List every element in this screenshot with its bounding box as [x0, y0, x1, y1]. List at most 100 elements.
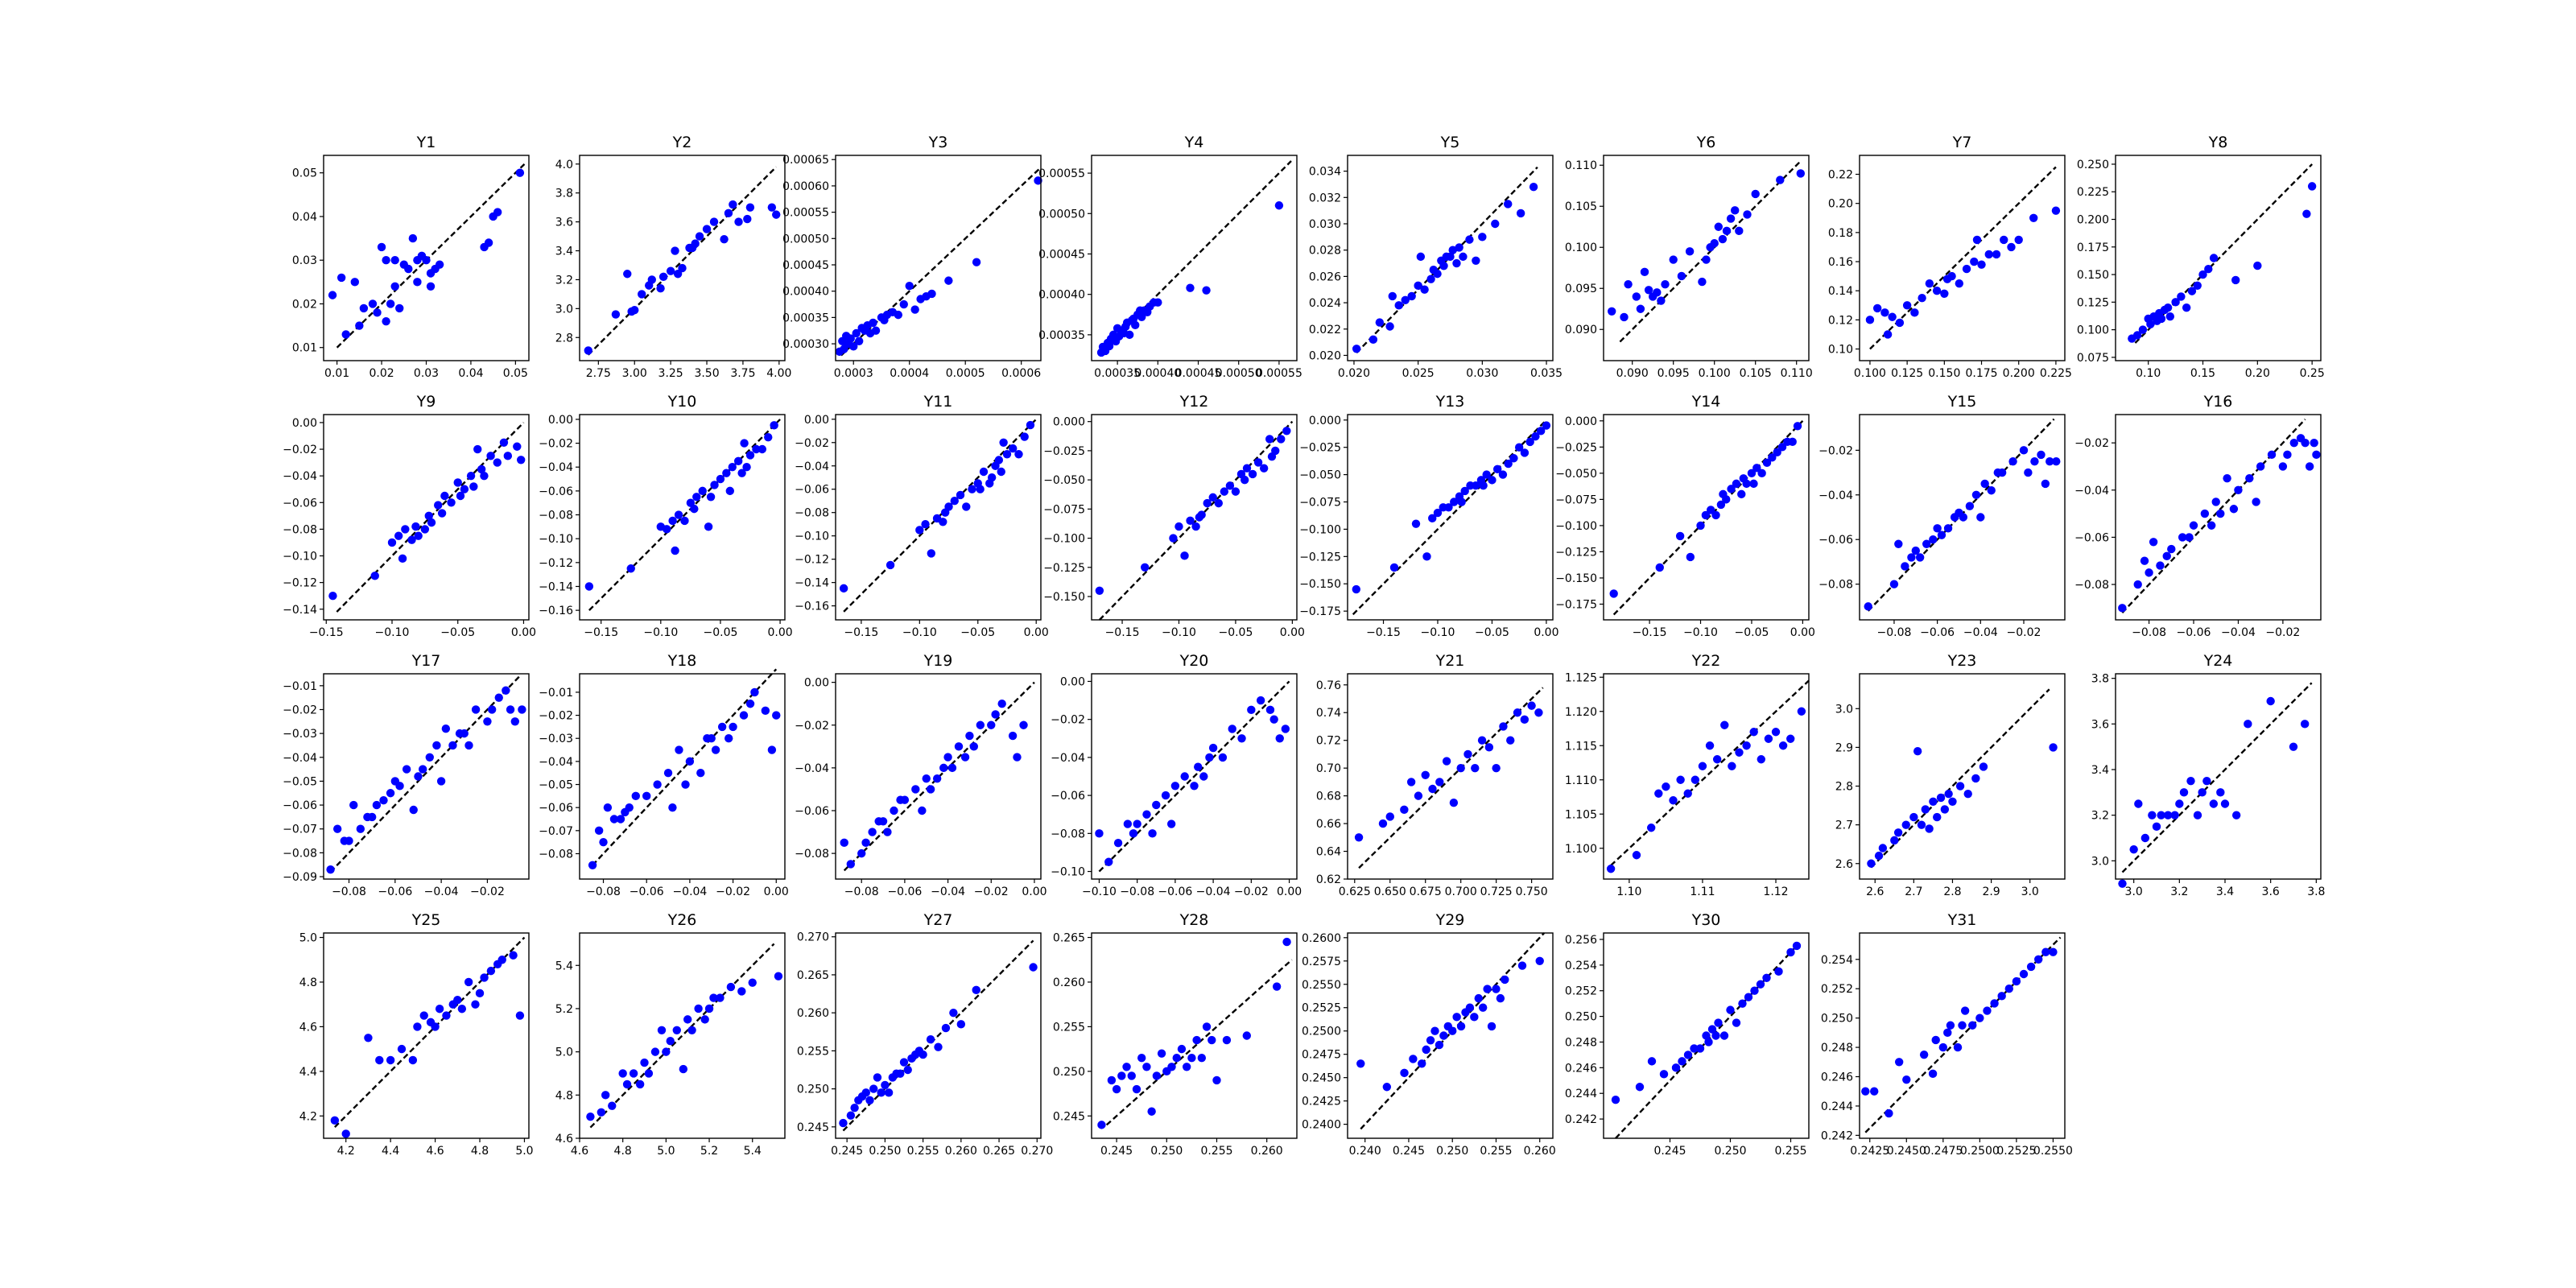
- data-point: [1352, 345, 1361, 353]
- data-point: [1737, 489, 1746, 499]
- data-point: [510, 717, 520, 726]
- data-point: [1890, 836, 1899, 845]
- x-tick-label: 3.0: [2021, 886, 2039, 898]
- data-point: [609, 815, 619, 824]
- data-point: [2301, 438, 2310, 448]
- axes-frame: [1859, 673, 2066, 880]
- x-tick-label: 4.8: [614, 1145, 632, 1158]
- data-point: [1483, 985, 1492, 993]
- data-point: [2267, 450, 2277, 460]
- x-tick-label: 0.2450: [1887, 1145, 1926, 1158]
- y-tick-label: 0.265: [797, 969, 829, 982]
- y-tick-label: 1.110: [1565, 774, 1597, 787]
- y-tick-label: 0.00: [292, 417, 317, 430]
- y-tick-label: −0.10: [795, 530, 829, 543]
- data-point: [2133, 580, 2142, 589]
- x-tick-label: −0.10: [1082, 886, 1117, 898]
- data-point: [469, 482, 478, 491]
- data-point: [1915, 553, 1925, 562]
- x-tick-label: 0.2500: [1960, 1145, 2000, 1158]
- x-tick-label: 0.245: [1653, 1145, 1686, 1158]
- y-tick-label: −0.08: [539, 848, 573, 861]
- data-point: [680, 516, 689, 526]
- data-point: [1122, 1063, 1131, 1071]
- axes-frame: [1091, 414, 1298, 621]
- data-point: [668, 803, 677, 812]
- subplot-y1: Y1 0.01 0.02 0.03 0.04 0.05 0.01 0.02 0.03 0.04 0.…: [292, 134, 530, 380]
- data-point: [424, 511, 433, 521]
- data-point: [1975, 1013, 1984, 1022]
- data-point: [1970, 257, 1979, 266]
- data-point: [939, 763, 948, 773]
- data-point: [1161, 791, 1170, 800]
- data-point: [456, 491, 465, 501]
- y-tick-label: 0.66: [1316, 818, 1341, 831]
- data-point: [1864, 602, 1872, 611]
- x-tick-label: 0.00: [1790, 626, 1815, 639]
- data-point: [1943, 524, 1953, 533]
- y-tick-label: 0.246: [1565, 1062, 1597, 1075]
- data-point: [1669, 796, 1678, 805]
- data-point: [1762, 458, 1772, 468]
- data-point: [1504, 459, 1513, 469]
- x-tick-label: −0.08: [2132, 626, 2166, 639]
- data-point: [698, 486, 707, 496]
- data-point: [1492, 464, 1502, 474]
- y-tick-label: 0.2500: [1302, 1026, 1341, 1038]
- y-tick-label: 3.6: [555, 217, 573, 229]
- x-tick-label: −0.05: [960, 626, 995, 639]
- data-point: [1382, 1083, 1392, 1092]
- data-point: [1208, 493, 1217, 502]
- data-point: [386, 1055, 395, 1065]
- data-point: [926, 785, 935, 794]
- y-tick-label: −0.08: [539, 510, 573, 522]
- data-point: [1936, 793, 1946, 803]
- axes-frame: [579, 155, 786, 361]
- data-point: [1389, 563, 1399, 572]
- data-point: [516, 456, 526, 464]
- data-point: [408, 1055, 418, 1065]
- data-point: [1228, 724, 1236, 733]
- data-point: [1632, 292, 1641, 301]
- y-tick-label: 1.115: [1565, 740, 1597, 753]
- axes-frame: [1603, 155, 1810, 361]
- x-tick-label: 0.675: [1410, 886, 1442, 898]
- data-point: [370, 572, 379, 580]
- data-point: [972, 258, 981, 266]
- subplot-y7: Y7 0.100 0.125 0.150 0.175 0.200 0.225 0.10 0.12…: [1828, 134, 2072, 380]
- subplot-title: Y16: [2203, 393, 2233, 411]
- data-point: [1487, 1022, 1496, 1031]
- x-tick-label: 0.250: [869, 1145, 901, 1158]
- y-tick-label: 0.150: [2077, 269, 2109, 282]
- data-point: [1971, 774, 1980, 783]
- data-point: [663, 525, 671, 534]
- data-point: [1872, 303, 1882, 313]
- x-tick-label: 0.035: [1530, 367, 1563, 380]
- data-point: [1867, 859, 1876, 868]
- data-point: [1214, 498, 1223, 508]
- data-point: [1470, 1013, 1479, 1022]
- data-point: [1247, 705, 1256, 715]
- data-point: [2149, 538, 2158, 547]
- data-point: [2049, 743, 2058, 752]
- y-tick-label: 0.00035: [782, 312, 829, 324]
- x-tick-label: 0.00035: [1094, 367, 1141, 380]
- y-tick-label: 5.0: [555, 1046, 573, 1059]
- data-point: [499, 438, 509, 447]
- data-point: [2152, 822, 2161, 832]
- data-point: [2177, 292, 2186, 301]
- data-point: [2193, 281, 2202, 290]
- x-tick-label: 0.255: [1480, 1145, 1512, 1158]
- data-point: [1968, 1021, 1977, 1030]
- y-tick-label: −0.050: [1555, 468, 1597, 481]
- x-tick-label: 1.11: [1690, 886, 1715, 898]
- data-point: [1683, 1051, 1693, 1059]
- data-point: [1685, 247, 1695, 256]
- data-point: [1909, 812, 1918, 822]
- x-tick-label: 1.12: [1763, 886, 1788, 898]
- axes-frame: [1347, 932, 1554, 1139]
- data-point: [2209, 799, 2219, 808]
- x-tick-label: 0.0005: [946, 367, 985, 380]
- x-tick-label: 3.0: [2125, 886, 2143, 898]
- y-tick-label: −0.06: [283, 497, 317, 510]
